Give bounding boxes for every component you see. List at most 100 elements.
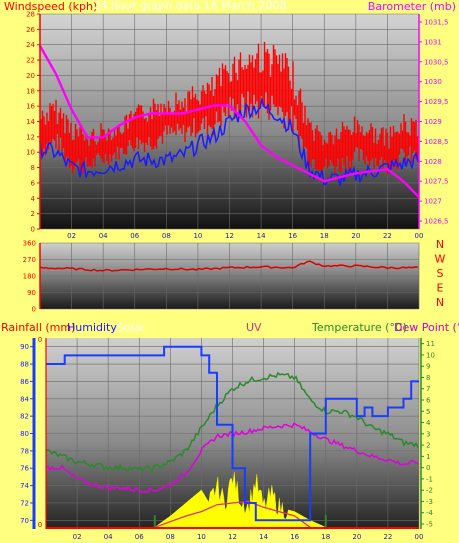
direction-y-tick-label: 360: [23, 240, 36, 248]
uv-axis-label: UV: [246, 321, 262, 334]
compass-label: N: [436, 296, 444, 309]
wind-x-tick-label: 14: [257, 232, 266, 240]
temperature-y-tick-label: 10: [426, 351, 435, 359]
humidity-y-tick-label: 76: [20, 465, 29, 473]
temperature-y-ticks: -5 -4 -3 -2 -1 0 1 2 3 4 5 6 7 8 9 10 11: [426, 340, 435, 528]
barometer-y-tick-label: 1028,5: [424, 138, 449, 146]
wind-y-tick-label: 16: [26, 103, 35, 111]
temp-x-tick-label: 20: [352, 533, 361, 541]
humidity-y-tick-label: 86: [20, 378, 29, 386]
temperature-y-tick-label: -5: [426, 521, 433, 529]
wind-gust-band: [40, 41, 419, 175]
temperature-y-tick-label: -2: [426, 487, 433, 495]
wind-y-tick-label: 0: [31, 226, 35, 234]
temperature-y-tick-label: 2: [426, 442, 430, 450]
barometer-y-tick-label: 1031: [424, 38, 442, 46]
wind-x-tick-label: 00: [415, 232, 424, 240]
temperature-axis-label: Temperature (°C): [311, 321, 407, 334]
direction-y-tick-label: 180: [23, 273, 36, 281]
wind-x-tick-label: 16: [288, 232, 297, 240]
barometer-y-tick-label: 1027: [424, 198, 442, 206]
solar-axis-label: Solar: [117, 321, 146, 334]
humidity-y-tick-label: 88: [20, 361, 29, 369]
temperature-y-tick-label: 6: [426, 397, 431, 405]
wind-x-ticks: 02 04 06 08 10 12 14 16 18 20 22 00: [67, 232, 423, 240]
wind-y-tick-label: 18: [26, 87, 35, 95]
direction-grid: [40, 242, 420, 310]
wind-y-tick-label: 14: [26, 118, 35, 126]
wind-x-tick-label: 12: [225, 232, 234, 240]
humidity-y-tick-label: 70: [20, 517, 29, 525]
barometer-y-tick-label: 1026,5: [424, 218, 449, 226]
temp-x-tick-label: 02: [73, 533, 82, 541]
solar-area: [154, 471, 327, 530]
wind-x-tick-label: 02: [67, 232, 76, 240]
wind-y-tick-label: 12: [26, 133, 35, 141]
humidity-line: [46, 345, 419, 522]
humidity-y-tick-label: 78: [20, 447, 29, 455]
compass-label: N: [436, 238, 444, 251]
humidity-y-tick-label: 82: [20, 413, 29, 421]
humidity-y-tick-label: 84: [20, 395, 29, 403]
wind-y-tick-label: 8: [31, 164, 35, 172]
temperature-y-tick-label: -4: [426, 509, 434, 517]
temperature-y-tick-label: 3: [426, 430, 430, 438]
barometer-y-tick-label: 1029: [424, 118, 442, 126]
wind-x-tick-label: 22: [383, 232, 392, 240]
temperature-y-tick-label: -1: [426, 475, 433, 483]
direction-y-tick-label: 90: [27, 289, 36, 297]
temp-x-ticks: 02 04 06 08 10 12 14 16 18 20 22 00: [73, 533, 424, 541]
temperature-y-tick-label: 5: [426, 408, 430, 416]
direction-y-tick-label: 270: [23, 256, 36, 264]
chart-title: 24 hour graph data 16 March 2008: [94, 0, 287, 12]
temperature-y-tick-label: 8: [426, 374, 430, 382]
compass-label: E: [437, 282, 444, 295]
temperature-y-tick-label: 0: [426, 464, 430, 472]
wind-y-tick-label: 10: [26, 149, 35, 157]
barometer-y-tick-label: 1028: [424, 158, 442, 166]
temp-x-tick-label: 18: [321, 533, 330, 541]
wind-x-tick-label: 04: [99, 232, 108, 240]
barometer-axis-label: Barometer (mb): [368, 0, 456, 13]
wind-y-tick-label: 24: [26, 41, 35, 49]
direction-y-ticks: 0 90 180 270 360: [23, 240, 36, 314]
temp-x-tick-label: 04: [104, 533, 113, 541]
wind-grid: [37, 13, 422, 230]
humidity-y-tick-label: 72: [20, 499, 29, 507]
rain-y-tick-label: 0: [38, 336, 42, 344]
wind-y-tick-label: 26: [26, 26, 35, 34]
temp-x-tick-label: 12: [228, 533, 237, 541]
wind-x-tick-label: 20: [351, 232, 360, 240]
humidity-axis-label: Humidity: [67, 321, 117, 334]
temp-x-tick-label: 08: [166, 533, 175, 541]
wind-y-tick-label: 22: [26, 57, 35, 65]
wind-x-tick-label: 18: [320, 232, 329, 240]
barometer-y-tick-label: 1030,5: [424, 58, 449, 66]
wind-y-tick-label: 28: [26, 11, 35, 19]
temperature-y-tick-label: 11: [426, 340, 435, 348]
barometer-y-tick-label: 1031,5: [424, 18, 449, 26]
wind-y-tick-label: 6: [31, 179, 36, 187]
wind-x-tick-label: 06: [130, 232, 139, 240]
humidity-y-tick-label: 90: [20, 343, 29, 351]
rain-y-tick-label: 0: [38, 521, 42, 529]
wind-y-tick-label: 2: [31, 210, 35, 218]
wind-y-tick-label: 20: [26, 72, 35, 80]
barometer-line: [38, 45, 420, 198]
wind-y-tick-label: 4: [31, 195, 36, 203]
windspeed-axis-label: Windspeed (kph): [4, 0, 97, 13]
humidity-y-tick-label: 80: [20, 430, 29, 438]
temp-x-tick-label: 10: [197, 533, 206, 541]
temperature-y-tick-label: 1: [426, 453, 430, 461]
humidity-y-ticks: 70 72 74 76 78 80 82 84 86 88 90: [20, 343, 29, 525]
barometer-y-tick-label: 1027,5: [424, 178, 449, 186]
uv-line: [154, 500, 311, 528]
barometer-y-tick-label: 1030: [424, 78, 442, 86]
barometer-y-tick-label: 1029,5: [424, 98, 449, 106]
temp-x-tick-label: 14: [259, 533, 268, 541]
temperature-y-tick-label: 4: [426, 419, 431, 427]
